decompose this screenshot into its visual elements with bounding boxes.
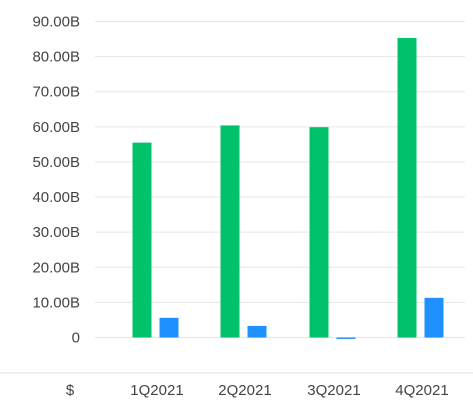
bar-series-2-2Q2021 (247, 325, 267, 338)
y-tick-label: 50.00B (32, 154, 80, 171)
x-category-label: 2Q2021 (218, 382, 271, 399)
bar-series-1-1Q2021 (132, 142, 152, 338)
bar-series-1-4Q2021 (397, 38, 417, 338)
bars (132, 38, 444, 339)
y-tick-label: 60.00B (32, 119, 80, 136)
bar-series-2-4Q2021 (424, 297, 444, 338)
y-tick-label: 10.00B (32, 294, 80, 311)
y-tick-label: 80.00B (32, 49, 80, 66)
y-tick-label: 20.00B (32, 259, 80, 276)
x-category-label: 1Q2021 (130, 382, 183, 399)
currency-label: $ (66, 382, 75, 399)
x-category-label: 4Q2021 (395, 382, 448, 399)
bar-series-2-3Q2021 (336, 337, 356, 339)
y-tick-label: 40.00B (32, 189, 80, 206)
y-axis-ticks: 0 10.00B 20.00B 30.00B 40.00B 50.00B 60.00B 70.… (32, 14, 80, 347)
y-tick-label: 30.00B (32, 224, 80, 241)
x-axis-categories: $ 1Q2021 2Q2021 3Q2021 4Q2021 (66, 382, 449, 399)
bar-series-2-1Q2021 (159, 317, 179, 338)
y-tick-label: 0 (72, 330, 80, 347)
y-tick-label: 90.00B (32, 14, 80, 31)
bar-series-1-3Q2021 (309, 127, 329, 338)
grid-lines (95, 21, 465, 338)
x-category-label: 3Q2021 (307, 382, 360, 399)
bar-series-1-2Q2021 (220, 125, 240, 338)
y-tick-label: 70.00B (32, 84, 80, 101)
